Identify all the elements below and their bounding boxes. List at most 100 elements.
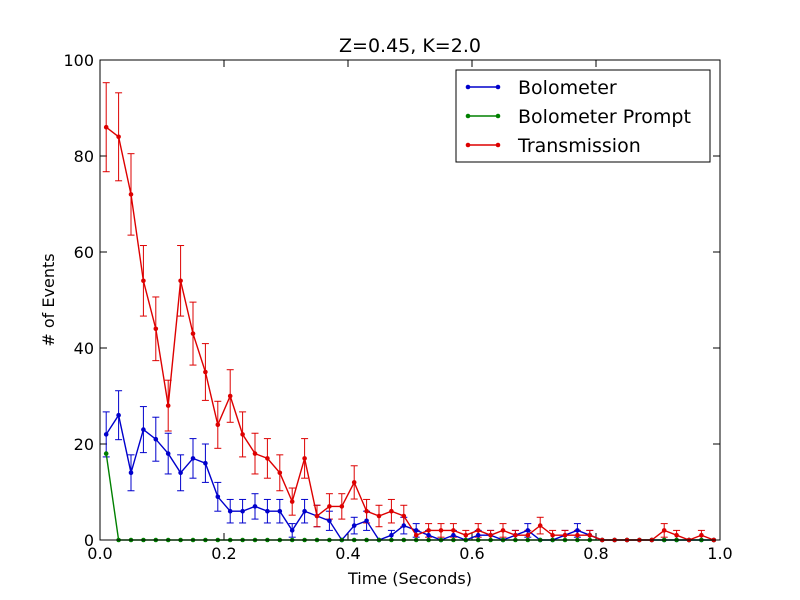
data-point — [575, 532, 580, 538]
data-point — [463, 532, 469, 538]
legend-label: Bolometer — [518, 77, 617, 99]
x-tick-label: 1.0 — [707, 544, 732, 563]
data-point — [128, 192, 134, 197]
data-point — [401, 513, 407, 519]
data-point — [426, 532, 431, 538]
data-point — [116, 134, 121, 140]
data-point — [289, 499, 295, 504]
data-point — [451, 528, 456, 533]
data-point — [227, 508, 233, 514]
data-point — [537, 523, 543, 528]
x-tick-label: 0.8 — [583, 544, 608, 563]
axis-ticks: 0.0 0.2 0.4 0.6 0.8 1.0 0 20 40 60 80 100 — [63, 51, 732, 563]
legend-marker — [495, 84, 501, 90]
data-point — [302, 456, 307, 461]
y-axis-label: # of Events — [39, 253, 58, 346]
data-point — [116, 412, 121, 418]
x-tick-label: 0.4 — [335, 544, 360, 563]
data-point — [550, 532, 555, 538]
data-point — [227, 393, 233, 399]
data-point — [451, 532, 456, 538]
data-point — [525, 528, 531, 533]
data-point — [401, 523, 407, 528]
legend-label: Bolometer Prompt — [518, 106, 691, 128]
data-point — [351, 480, 357, 485]
x-tick-label: 0.6 — [459, 544, 484, 563]
y-tick-label: 60 — [74, 243, 94, 262]
data-point — [488, 532, 493, 538]
data-point — [364, 508, 369, 514]
data-point — [699, 532, 704, 538]
data-point — [265, 508, 270, 514]
data-point — [240, 508, 245, 514]
data-point — [165, 451, 171, 456]
plot-frame — [99, 59, 721, 541]
data-point — [426, 528, 431, 533]
data-point — [575, 528, 580, 533]
data-point — [141, 278, 146, 284]
data-point — [252, 451, 258, 456]
data-point — [389, 532, 394, 538]
data-point — [500, 528, 506, 533]
data-point — [103, 124, 109, 130]
data-point — [364, 518, 369, 524]
data-point — [277, 470, 283, 476]
data-point — [327, 504, 332, 509]
data-point — [103, 451, 109, 456]
data-point — [178, 470, 183, 476]
data-point — [190, 331, 196, 336]
data-point — [178, 278, 183, 284]
data-point — [203, 369, 208, 375]
data-point — [513, 532, 518, 538]
data-point — [277, 508, 283, 514]
data-point — [215, 422, 221, 428]
legend: Bolometer Bolometer Prompt Transmission — [455, 69, 711, 163]
data-point — [475, 532, 481, 538]
legend-marker — [495, 142, 501, 148]
data-point — [674, 532, 679, 538]
y-tick-label: 100 — [63, 51, 94, 70]
legend-marker — [465, 113, 471, 119]
y-tick-label: 0 — [84, 531, 94, 550]
y-tick-label: 40 — [74, 339, 94, 358]
data-point — [376, 513, 382, 519]
data-point — [661, 528, 667, 533]
data-point — [413, 528, 419, 533]
data-point — [165, 403, 171, 408]
data-point — [103, 432, 109, 437]
y-tick-label: 80 — [74, 147, 94, 166]
legend-marker — [495, 113, 501, 119]
data-point — [203, 460, 208, 466]
data-point — [339, 504, 345, 509]
data-point — [190, 456, 196, 461]
data-point — [289, 528, 295, 533]
data-point — [302, 508, 307, 514]
data-point — [587, 532, 593, 538]
data-point — [215, 494, 221, 500]
data-point — [475, 528, 481, 533]
data-point — [141, 427, 146, 432]
data-point — [351, 523, 357, 528]
data-point — [265, 456, 270, 461]
data-point — [240, 432, 245, 437]
data-point — [525, 532, 531, 538]
data-point — [252, 504, 258, 509]
data-point — [153, 326, 159, 332]
chart-title: Z=0.45, K=2.0 — [339, 35, 481, 57]
data-point — [562, 532, 568, 538]
legend-marker — [465, 142, 471, 148]
legend-label: Transmission — [517, 135, 641, 157]
x-tick-label: 0.2 — [211, 544, 236, 563]
data-point — [314, 513, 320, 519]
data-point — [438, 528, 444, 533]
legend-marker — [465, 84, 471, 90]
y-tick-label: 20 — [74, 435, 94, 454]
x-tick-label: 0.0 — [87, 544, 112, 563]
data-point — [153, 436, 159, 442]
data-point — [389, 508, 394, 514]
x-axis-label: Time (Seconds) — [347, 569, 472, 588]
data-point — [327, 518, 332, 524]
data-point — [413, 532, 419, 538]
data-point — [128, 470, 134, 476]
